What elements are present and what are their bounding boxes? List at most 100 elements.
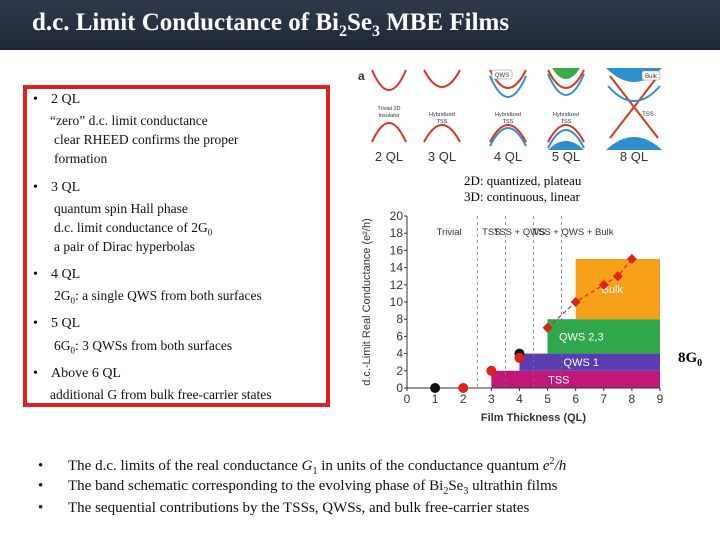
band-qws-2-3 [547, 319, 660, 354]
hyb-5ql-l2: TSS [561, 119, 572, 125]
qws-4ql-lower [489, 127, 527, 147]
region-label-2: TSS + QWS [493, 227, 545, 238]
bullet-6ql-line1: additional G from bulk free-carrier stat… [50, 387, 272, 402]
y-tick-label-20: 20 [390, 209, 404, 223]
band-5ql-lower [547, 124, 585, 143]
band-3ql-lower [423, 124, 461, 143]
qws-5ql-upper [547, 73, 585, 96]
red-point-4 [570, 297, 581, 307]
bullet-3ql-line2: d.c. limit conductance of 2G0 [54, 220, 213, 238]
x-tick-label-7: 7 [600, 392, 607, 406]
qws-8ql-upper [607, 85, 661, 102]
panel-label-3ql: 3 QL [428, 149, 456, 164]
region-label-0: Trivial [437, 227, 462, 238]
hyb-3ql-l2: TSS [437, 119, 448, 125]
bottom-bullet-2: • The band schematic corresponding to the… [38, 478, 558, 497]
bullet-3ql-line1: quantum spin Hall phase [54, 201, 188, 216]
qws-5ql-top-fill [552, 68, 580, 79]
red-point-3 [542, 322, 553, 333]
x-tick-label-2: 2 [460, 392, 467, 406]
band-4ql-lower [489, 124, 527, 143]
red-point-2 [514, 352, 525, 363]
dimensional-note: 2D: quantized, plateau 3D: continuous, l… [464, 173, 581, 205]
band-5ql-upper [547, 69, 585, 89]
note-line1: 2D: quantized, plateau [464, 173, 582, 188]
band-bulk [575, 259, 660, 320]
qws-4ql-upper [489, 75, 527, 98]
insulator-label: Insulator [378, 113, 399, 119]
red-point-0 [458, 383, 469, 393]
hyb-5ql-l1: Hybridized [553, 112, 579, 118]
qws-5ql-bottom-fill [548, 141, 584, 150]
bullet-5ql-line1: 6G0: 3 QWSs from both surfaces [54, 338, 233, 356]
black-point-0 [430, 383, 441, 393]
red-point-5 [598, 279, 609, 290]
x-tick-label-0: 0 [404, 392, 411, 406]
y-tick-label-2: 2 [396, 364, 403, 378]
panel-label-8ql: 8 QL [620, 149, 648, 164]
highlight-box [23, 85, 330, 407]
qws-5ql-lower [547, 129, 585, 149]
bottom-bullet-1: • The d.c. limits of the real conductance… [38, 456, 567, 477]
y-tick-label-6: 6 [396, 329, 403, 343]
bullet-3ql-line3: a pair of Dirac hyperbolas [54, 239, 195, 254]
bullet-5ql-head: • 5 QL [33, 316, 81, 331]
region-label-1: TSS [482, 227, 500, 238]
bulk-8ql-bottom-fill [606, 137, 662, 150]
band-label-2: QWS 2,3 [559, 331, 604, 343]
hyb-4ql-l2: TSS [503, 119, 514, 125]
x-tick-label-5: 5 [544, 392, 551, 406]
red-point-7 [626, 254, 637, 264]
bulk-tag-box [641, 70, 661, 81]
band-schematic-panel: a QWS Bulk Trivial 2D Insulator Hybridiz… [358, 68, 662, 164]
note-line2: 3D: continuous, linear [464, 189, 580, 204]
bottom-bullet-3: • The sequential contributions by the TSS… [38, 500, 530, 516]
x-tick-label-4: 4 [516, 392, 523, 406]
slide-title: d.c. Limit Conductance of Bi2Se3 MBE Fil… [32, 9, 510, 40]
x-tick-label-8: 8 [629, 392, 636, 406]
trivial-2d-label: Trivial 2D [377, 106, 400, 112]
panel-label-4ql: 4 QL [494, 149, 522, 164]
band-8ql-cross-b [609, 75, 659, 139]
y-tick-label-0: 0 [396, 381, 403, 395]
band-qws-1 [519, 353, 660, 371]
title-bar: d.c. Limit Conductance of Bi2Se3 MBE Fil… [0, 0, 720, 50]
red-point-6 [612, 271, 623, 282]
bulk-tag: Bulk [645, 74, 658, 80]
y-tick-label-14: 14 [390, 261, 404, 275]
bullet-2ql-head: • 2 QL [33, 92, 81, 107]
y-axis-label: d.c.-Limit Real Conductance (e²/h) [361, 218, 373, 386]
tss-8ql-label: TSS [642, 112, 654, 118]
y-tick-label-18: 18 [390, 226, 404, 240]
x-tick-label-1: 1 [432, 392, 439, 406]
bullet-2ql-line2: clear RHEED confirms the proper [54, 132, 239, 147]
hyb-3ql-l1: Hybridized [429, 112, 455, 118]
bullet-3ql-head: • 3 QL [33, 180, 81, 195]
bullet-2ql-line3: formation [54, 151, 108, 166]
panel-label-2ql: 2 QL [375, 149, 403, 164]
band-2ql-lower [371, 122, 407, 143]
region-label-3: TSS + QWS + Bulk [532, 227, 614, 238]
label-8g0: 8G0 [678, 350, 703, 369]
y-tick-label-8: 8 [396, 312, 403, 326]
y-tick-label-10: 10 [390, 295, 404, 309]
band-label-0: TSS [548, 374, 569, 386]
bullet-6ql-head: • Above 6 QL [33, 366, 121, 381]
x-tick-label-3: 3 [488, 392, 495, 406]
hyb-4ql-l1: Hybridized [495, 112, 521, 118]
qws-tag-box [491, 69, 513, 80]
bullet-2ql-line1: “zero” d.c. limit conductance [50, 113, 208, 128]
panel-letter: a [358, 69, 365, 83]
band-label-1: QWS 1 [564, 357, 599, 369]
qws-tag: QWS [495, 73, 509, 79]
y-tick-label-4: 4 [396, 347, 403, 361]
red-point-1 [486, 365, 497, 376]
band-tss [491, 370, 660, 388]
y-tick-label-12: 12 [390, 278, 404, 292]
band-3ql-upper [423, 69, 461, 88]
y-tick-label-16: 16 [390, 243, 404, 257]
band-label-3: Bulk [602, 284, 624, 296]
bullet-4ql-line1: 2G0: a single QWS from both surfaces [54, 288, 262, 306]
band-2ql-upper [371, 69, 407, 91]
